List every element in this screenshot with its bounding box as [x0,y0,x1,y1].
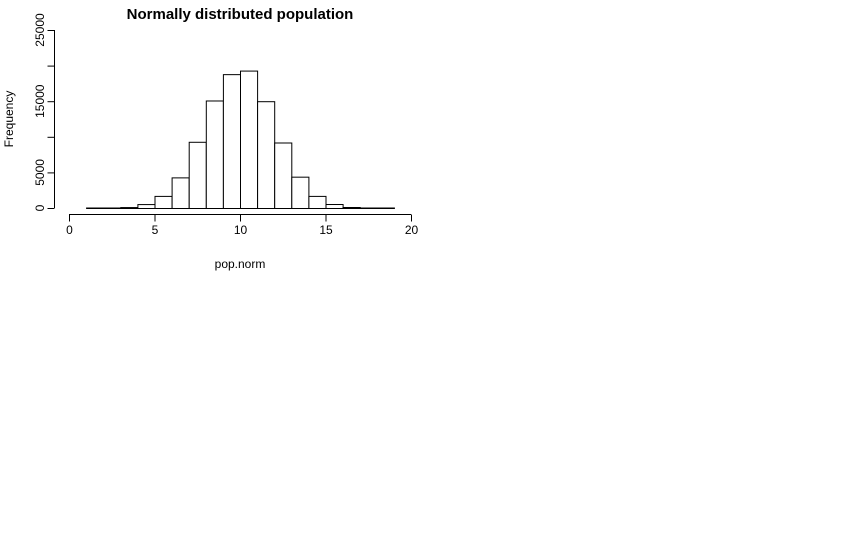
y-tick-label: 5000 [33,159,47,186]
histogram-bar [240,70,259,209]
x-tick-label: 0 [66,223,73,237]
histogram-bar [342,207,361,210]
histogram-bar [137,204,156,209]
y-tick-label: 15000 [33,84,47,118]
y-tick-label: 0 [33,204,47,211]
histogram-bar [291,176,310,209]
histogram-bar [188,141,207,209]
histogram-bar [103,207,122,209]
histogram-bar [308,195,327,209]
chart-title: Normally distributed population [127,6,354,23]
y-axis: 0 5000 15000 25000 [33,13,55,211]
histogram-bar [120,207,139,210]
x-axis: 0 5 10 15 20 [66,214,419,237]
histogram-bar [376,207,395,209]
histogram-bar [274,142,293,209]
histogram-bar [325,204,344,210]
y-tick-label: 25000 [33,13,47,47]
y-axis-label: Frequency [2,91,16,148]
x-tick-label: 5 [152,223,159,237]
histogram-bar [205,100,224,209]
histogram-bar [171,177,190,210]
x-tick-label: 10 [234,223,248,237]
histogram-bar [86,207,105,209]
x-tick-label: 15 [319,223,333,237]
histogram-bar [257,101,276,209]
bars-group [86,70,395,210]
histogram-bar [154,195,173,209]
x-tick-label: 20 [405,223,419,237]
histogram-bar [359,207,378,209]
x-axis-label: pop.norm [215,257,266,271]
histogram-bar [222,74,241,209]
